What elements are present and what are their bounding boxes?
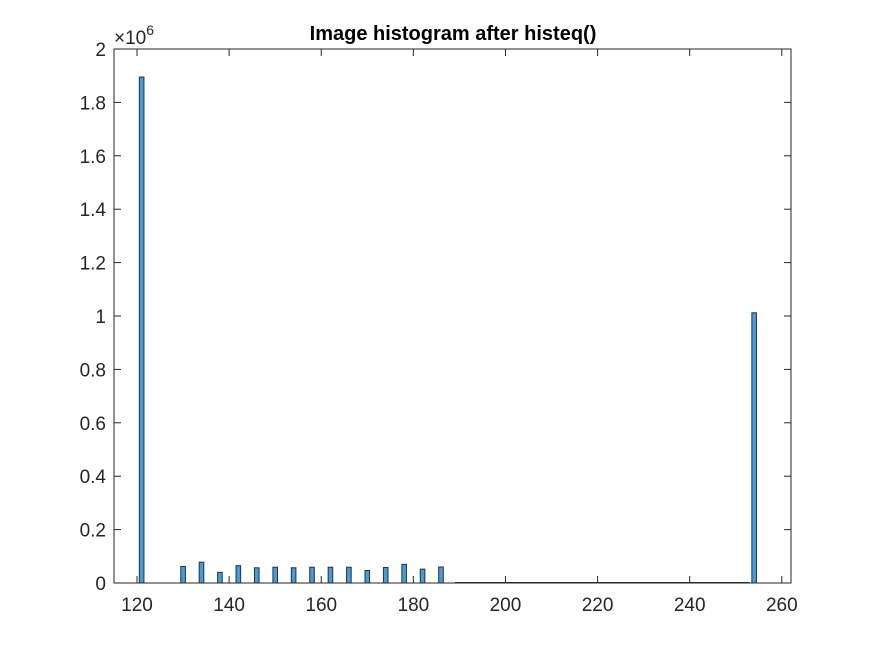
x-tick-label: 120 [121, 595, 153, 616]
y-axis-ticks: 0 0.2 0.4 0.6 0.8 1 1.2 1.4 1.6 1.8 2 [80, 40, 791, 595]
histogram-bar [138, 76, 145, 584]
histogram-bar [235, 565, 242, 584]
histogram-bar [419, 568, 426, 584]
x-tick-label: 160 [305, 595, 337, 616]
histogram-bar [217, 571, 223, 584]
histogram-bar [180, 565, 186, 584]
histogram-bar [346, 566, 352, 584]
y-tick-label: 0.8 [80, 360, 106, 381]
y-tick-label: 1.8 [80, 93, 106, 114]
histogram-bar [401, 563, 407, 584]
chart-title: Image histogram after histeq() [310, 23, 597, 45]
histogram-bar [309, 566, 315, 584]
y-tick-label: 1.4 [80, 200, 107, 221]
histogram-bar [272, 566, 278, 584]
histogram-bar [364, 569, 371, 584]
histogram-bar [382, 567, 389, 584]
y-axis-exponent: ×106 [114, 22, 154, 49]
histogram-bar [253, 567, 260, 584]
axes-box [113, 48, 792, 584]
y-tick-label: 2 [95, 40, 106, 61]
histogram-bar [198, 561, 205, 584]
y-tick-label: 1.6 [80, 147, 106, 168]
histogram-bar [751, 312, 757, 584]
histogram-bar [327, 566, 334, 584]
x-tick-label: 180 [398, 595, 430, 616]
bars-group [138, 76, 757, 584]
histogram-bar [290, 567, 297, 584]
y-axis-exponent-base: ×10 [114, 28, 146, 49]
x-tick-label: 200 [490, 595, 522, 616]
x-tick-label: 260 [766, 595, 798, 616]
axes-group [113, 48, 792, 584]
y-tick-label: 1 [95, 307, 106, 328]
x-tick-label: 140 [213, 595, 245, 616]
x-axis-ticks: 120 140 160 180 200 220 240 260 [121, 49, 798, 616]
y-tick-label: 0.2 [80, 521, 106, 542]
y-tick-label: 0.6 [80, 414, 106, 435]
y-axis-exponent-power: 6 [146, 22, 154, 38]
y-tick-label: 1.2 [80, 254, 106, 275]
y-tick-label: 0.4 [80, 467, 107, 488]
x-tick-label: 220 [582, 595, 614, 616]
y-tick-label: 0 [95, 574, 106, 595]
histogram-bar [438, 566, 444, 584]
x-tick-label: 240 [674, 595, 706, 616]
